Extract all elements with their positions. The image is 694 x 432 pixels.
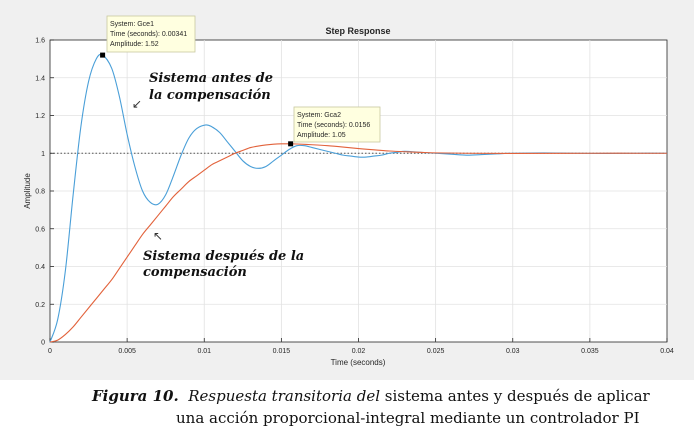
caption-italic-text: Respuesta transitoria del [188,387,380,405]
x-tick-label: 0.025 [427,348,445,355]
datatip-marker[interactable] [288,141,294,147]
caption-text-line1: sistema antes y después de aplicar [380,387,650,405]
y-tick-label: 1.2 [35,113,45,120]
x-tick-label: 0.005 [118,348,136,355]
step-response-chart: 0 0.005 0.01 0.015 0.02 0.025 0.03 0.035 0.04 0 0.… [23,15,674,367]
x-tick-label: 0.01 [197,348,211,355]
annotation-before-line2: la compensación [149,88,271,103]
datatip-marker[interactable] [100,52,106,58]
series-line-gca2 [49,143,668,343]
y-tick-label: 1.6 [35,38,45,45]
datatip-gce1[interactable]: System: Gce1 Time (seconds): 0.00341 Amp… [106,15,196,53]
annotation-before: Sistema antes de la compensación [149,71,273,103]
y-tick-label: 0.2 [35,302,45,309]
y-tick-label: 0 [41,340,45,347]
datatip-gce1-system: System: Gce1 [110,21,154,28]
x-axis-label: Time (seconds) [331,358,386,367]
annotation-after-line2: compensación [143,265,247,280]
x-tick-label: 0.035 [581,348,599,355]
chart-title: Step Response [325,26,390,36]
series-layer [49,53,668,343]
y-tick-label: 0.6 [35,226,45,233]
caption-line-2: una acción proporcional-integral mediant… [176,409,640,427]
datatip-gca2-box [293,106,381,143]
datatip-gca2-amplitude: Amplitude: 1.05 [297,132,346,139]
datatip-markers [100,52,294,147]
datatip-gce1-time: Time (seconds): 0.00341 [110,31,187,38]
datatip-gca2-system: System: Gca2 [297,112,341,119]
datatip-gca2-time: Time (seconds): 0.0156 [297,122,370,129]
axis-ticks: 0 0.005 0.01 0.015 0.02 0.025 0.03 0.035 0.04 0 0.… [35,38,674,356]
datatip-gce1-box [106,15,196,53]
y-tick-label: 0.4 [35,264,45,271]
annotation-after: Sistema después de la compensación [143,249,304,280]
y-tick-label: 1.4 [35,75,45,82]
grid [50,40,667,342]
annotation-after-line1: Sistema después de la [143,249,304,264]
annotation-before-arrow-icon: ↙ [132,97,142,111]
x-tick-label: 0 [48,348,52,355]
y-tick-label: 1 [41,151,45,158]
y-tick-label: 0.8 [35,189,45,196]
y-axis-label: Amplitude [23,173,32,209]
x-tick-label: 0.03 [506,348,520,355]
datatip-gca2[interactable]: System: Gca2 Time (seconds): 0.0156 Ampl… [293,106,381,143]
annotation-before-line1: Sistema antes de [149,71,273,86]
x-tick-label: 0.015 [273,348,291,355]
x-tick-label: 0.02 [352,348,366,355]
series-line-gce1 [49,53,668,343]
caption-label: Figura 10. [92,387,179,405]
x-tick-label: 0.04 [660,348,674,355]
annotation-after-arrow-icon: ↖ [153,229,163,243]
datatip-gce1-amplitude: Amplitude: 1.52 [110,41,159,48]
caption-line-1: Figura 10. Respuesta transitoria del sis… [92,385,650,407]
